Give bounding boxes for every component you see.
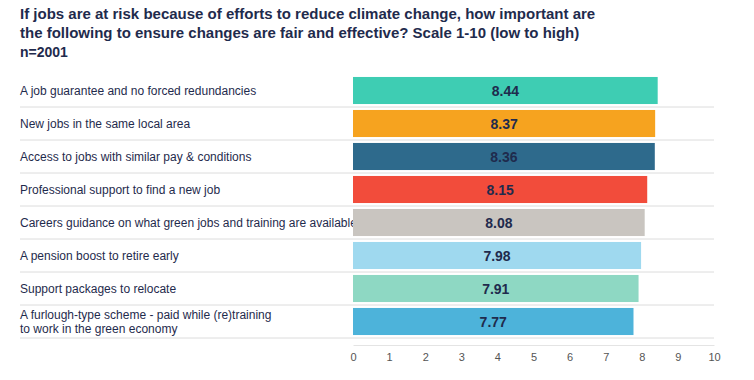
tick-label: 4 — [495, 351, 501, 363]
row-separator — [20, 338, 714, 339]
row-separator — [20, 272, 714, 273]
bars — [353, 77, 658, 335]
data-label: 8.36 — [490, 149, 517, 165]
row-separator — [20, 107, 714, 108]
tick: 8 — [639, 345, 645, 363]
bar — [353, 110, 655, 137]
tick: 6 — [567, 345, 573, 363]
tick-label: 0 — [350, 351, 356, 363]
x-axis: 0 1 2 3 4 5 6 7 8 9 10 — [350, 345, 720, 363]
category-label: Careers guidance on what green jobs and … — [20, 216, 357, 230]
tick-label: 2 — [423, 351, 429, 363]
row-separators — [20, 107, 714, 338]
tick-label: 8 — [639, 351, 645, 363]
row-separator — [20, 305, 714, 306]
tick: 3 — [459, 345, 465, 363]
category-label: A furlough-type scheme - paid while (re)… — [20, 308, 271, 336]
category-label: Professional support to find a new job — [20, 183, 220, 197]
category-label: A job guarantee and no forced redundanci… — [20, 84, 256, 98]
title-line: If jobs are at risk because of efforts t… — [20, 5, 595, 22]
bar — [353, 176, 647, 203]
category-label-line: Professional support to find a new job — [20, 183, 220, 197]
data-label: 8.44 — [492, 83, 519, 99]
tick: 1 — [387, 345, 393, 363]
bar — [353, 242, 641, 269]
bar — [353, 308, 633, 335]
tick-label: 6 — [567, 351, 573, 363]
tick: 0 — [350, 345, 356, 363]
data-label: 8.08 — [485, 215, 512, 231]
bar — [353, 209, 645, 236]
tick-label: 7 — [603, 351, 609, 363]
category-label-line: New jobs in the same local area — [20, 117, 190, 131]
category-label: A pension boost to retire early — [20, 249, 179, 263]
title-line: the following to ensure changes are fair… — [20, 24, 579, 41]
data-label: 8.15 — [486, 182, 513, 198]
category-label-line: Support packages to relocate — [20, 282, 176, 296]
category-label-line: to work in the green economy — [20, 322, 177, 336]
data-label: 8.37 — [490, 116, 517, 132]
tick-label: 10 — [708, 351, 720, 363]
chart: If jobs are at risk because of efforts t… — [0, 0, 754, 380]
tick: 5 — [531, 345, 537, 363]
tick: 7 — [603, 345, 609, 363]
title: If jobs are at risk because of efforts t… — [20, 5, 595, 41]
category-label-line: Careers guidance on what green jobs and … — [20, 216, 357, 230]
category-label-line: A pension boost to retire early — [20, 249, 179, 263]
data-labels: 8.44 8.37 8.36 8.15 8.08 7.98 7.91 7.77 — [480, 83, 520, 330]
category-labels: A job guarantee and no forced redundanci… — [20, 84, 357, 336]
tick-label: 1 — [387, 351, 393, 363]
row-separator — [20, 173, 714, 174]
subtitle: n=2001 — [20, 44, 68, 60]
category-label: New jobs in the same local area — [20, 117, 190, 131]
tick: 2 — [423, 345, 429, 363]
data-label: 7.77 — [480, 314, 507, 330]
bar — [353, 77, 658, 104]
tick-label: 9 — [675, 351, 681, 363]
category-label: Access to jobs with similar pay & condit… — [20, 150, 251, 164]
bar — [353, 143, 655, 170]
row-separator — [20, 239, 714, 240]
tick: 4 — [495, 345, 501, 363]
tick-label: 3 — [459, 351, 465, 363]
tick-label: 5 — [531, 351, 537, 363]
axis-line — [354, 345, 715, 346]
data-label: 7.98 — [483, 248, 510, 264]
tick: 9 — [675, 345, 681, 363]
category-label-line: Access to jobs with similar pay & condit… — [20, 150, 251, 164]
category-label-line: A job guarantee and no forced redundanci… — [20, 84, 256, 98]
row-separator — [20, 140, 714, 141]
category-label: Support packages to relocate — [20, 282, 176, 296]
data-label: 7.91 — [482, 281, 509, 297]
tick: 10 — [708, 345, 720, 363]
category-label-line: A furlough-type scheme - paid while (re)… — [20, 308, 271, 322]
bar — [353, 275, 639, 302]
row-separator — [20, 206, 714, 207]
